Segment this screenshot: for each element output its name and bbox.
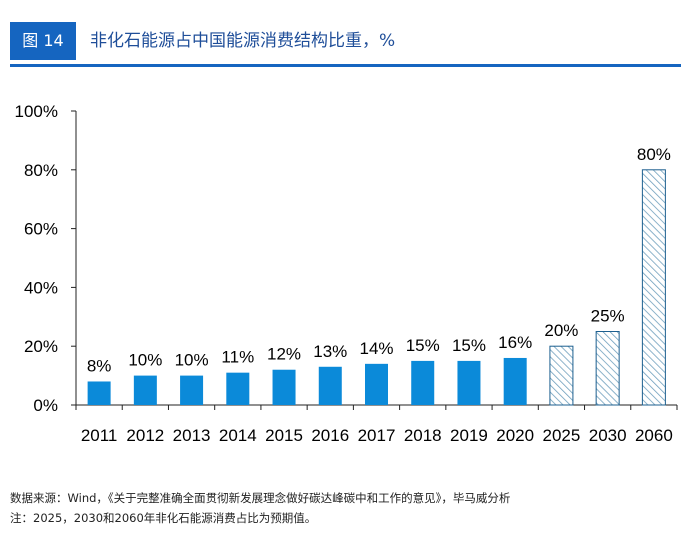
x-tick-label: 2030 (589, 426, 627, 445)
x-tick-label: 2060 (635, 426, 673, 445)
y-tick-label: 40% (24, 278, 58, 297)
y-tick-label: 60% (24, 220, 58, 239)
data-label: 15% (452, 336, 486, 355)
data-label: 13% (313, 342, 347, 361)
bar (226, 372, 250, 405)
x-tick-label: 2014 (219, 426, 257, 445)
bar (272, 369, 296, 405)
data-label: 20% (544, 321, 578, 340)
bar (457, 360, 481, 405)
x-tick-label: 2011 (81, 426, 118, 445)
data-label: 12% (267, 345, 301, 364)
x-tick-label: 2017 (358, 426, 396, 445)
bar (318, 366, 342, 405)
bar (411, 360, 435, 405)
x-tick-label: 2013 (173, 426, 211, 445)
bar (365, 363, 388, 405)
bar (133, 375, 157, 405)
chart-bars (87, 169, 666, 406)
data-label: 11% (221, 348, 254, 367)
x-tick-label: 2025 (543, 426, 581, 445)
x-tick-label: 2015 (265, 426, 303, 445)
data-label: 8% (87, 356, 112, 375)
data-label: 25% (591, 307, 625, 326)
x-tick-label: 2019 (450, 426, 488, 445)
figure-header: 图 14 非化石能源占中国能源消费结构比重，% (0, 0, 691, 72)
chart-axes: 0% 20% 40% 60% 80% 100% 2011 2012 2013 2014 2015 20… (15, 102, 678, 445)
data-label: 15% (406, 336, 440, 355)
bar (87, 381, 111, 405)
bar (180, 375, 204, 405)
y-tick-label: 20% (24, 337, 58, 356)
data-label: 16% (498, 333, 532, 352)
chart-data-labels: 8% 10% 10% 11% 12% 13% 14% 15% 15% 16% 20% 25% 80% (87, 145, 671, 376)
data-label: 10% (175, 351, 209, 370)
source-note: 数据来源：Wind，《关于完整准确全面贯彻新发展理念做好碳达峰碳中和工作的意见》… (10, 491, 511, 505)
bar-forecast (595, 331, 620, 406)
header-divider (10, 64, 681, 67)
bar-chart: 0% 20% 40% 60% 80% 100% 2011 2012 2013 2014 2015 20… (15, 102, 678, 445)
y-tick-label: 80% (24, 161, 58, 180)
chart-title: 非化石能源占中国能源消费结构比重，% (90, 31, 396, 51)
data-label: 10% (128, 351, 162, 370)
x-tick-label: 2016 (311, 426, 349, 445)
x-tick-label: 2018 (404, 426, 442, 445)
data-label: 80% (637, 145, 671, 164)
bar (503, 357, 527, 405)
y-tick-label: 0% (33, 396, 58, 415)
forecast-note: 注：2025，2030和2060年非化石能源消费占比为预期值。 (10, 511, 317, 525)
figure-footer: 数据来源：Wind，《关于完整准确全面贯彻新发展理念做好碳达峰碳中和工作的意见》… (10, 488, 681, 528)
bar-forecast (549, 345, 574, 406)
data-label: 14% (359, 339, 393, 358)
x-tick-label: 2020 (496, 426, 534, 445)
bar-forecast (641, 169, 666, 406)
x-tick-label: 2012 (126, 426, 164, 445)
y-tick-label: 100% (15, 102, 58, 121)
figure-number-badge: 图 14 (10, 22, 76, 60)
